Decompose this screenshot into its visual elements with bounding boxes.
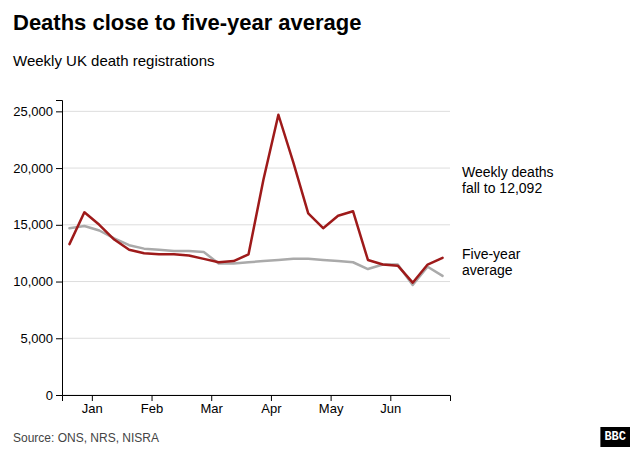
x-tick-mark [331,395,332,401]
logo-box [600,427,630,447]
lines [69,115,442,285]
y-tick: 20,000 [13,161,62,176]
annotation: Weekly deathsfall to 12,092 [462,164,554,197]
grid-line [62,168,450,169]
y-tick-mark [56,168,62,169]
grid-line [62,224,450,225]
y-tick: 0 [46,388,62,403]
y-tick-mark [56,395,62,396]
y-tick: 25,000 [13,104,62,119]
y-axis-line [56,101,63,396]
y-tick-label: 15,000 [13,217,53,232]
y-tick-label: 10,000 [13,274,53,289]
annotation: Five-yearaverage [462,246,521,279]
y-tick-mark [56,225,62,226]
x-tick-mark [211,395,212,401]
grid-line [62,111,450,112]
y-tick-label: 25,000 [13,104,53,119]
plot: Jan Feb Mar Apr May Jun 0 5,000 10,000 15,000 20,0… [13,101,450,417]
x-tick: May [319,395,344,416]
series-line [69,115,442,283]
y-tick-mark [56,111,62,112]
x-tick-label: May [319,401,344,416]
y-tick-label: 0 [46,388,53,403]
x-tick-label: Jun [380,401,401,416]
y-tick-mark [56,338,62,339]
y-tick-mark [56,282,62,283]
x-tick: Jan [82,395,103,416]
y-tick: 5,000 [20,331,62,346]
y-tick-label: 5,000 [20,331,53,346]
grid [62,111,450,395]
x-tick: Mar [201,395,224,416]
grid-line [62,281,450,282]
logo-text: BBC [604,430,626,444]
grid-line [62,338,450,339]
title: Deaths close to five-year average [13,10,362,35]
source: Source: ONS, NRS, NISRA [13,431,159,445]
x-axis-line [63,396,451,402]
y-tick: 15,000 [13,217,62,232]
y-axis: 0 5,000 10,000 15,000 20,000 25,000 [13,101,62,403]
x-tick-mark [271,395,272,401]
x-tick: Feb [141,395,163,416]
y-tick-label: 20,000 [13,161,53,176]
x-tick-mark [92,395,93,401]
x-tick-label: Mar [201,401,224,416]
subtitle: Weekly UK death registrations [13,52,214,69]
y-tick: 10,000 [13,274,62,289]
x-tick-label: Jan [82,401,103,416]
series-line [69,226,442,285]
x-tick-label: Apr [261,401,282,416]
x-tick: Apr [261,395,282,416]
x-tick-mark [152,395,153,401]
x-axis: Jan Feb Mar Apr May Jun [63,395,451,416]
logo: BBC [600,427,630,447]
x-tick: Jun [380,395,401,416]
x-tick-mark [390,395,391,401]
x-tick-label: Feb [141,401,163,416]
chart: Deaths close to five-year average Weekly … [0,0,640,450]
